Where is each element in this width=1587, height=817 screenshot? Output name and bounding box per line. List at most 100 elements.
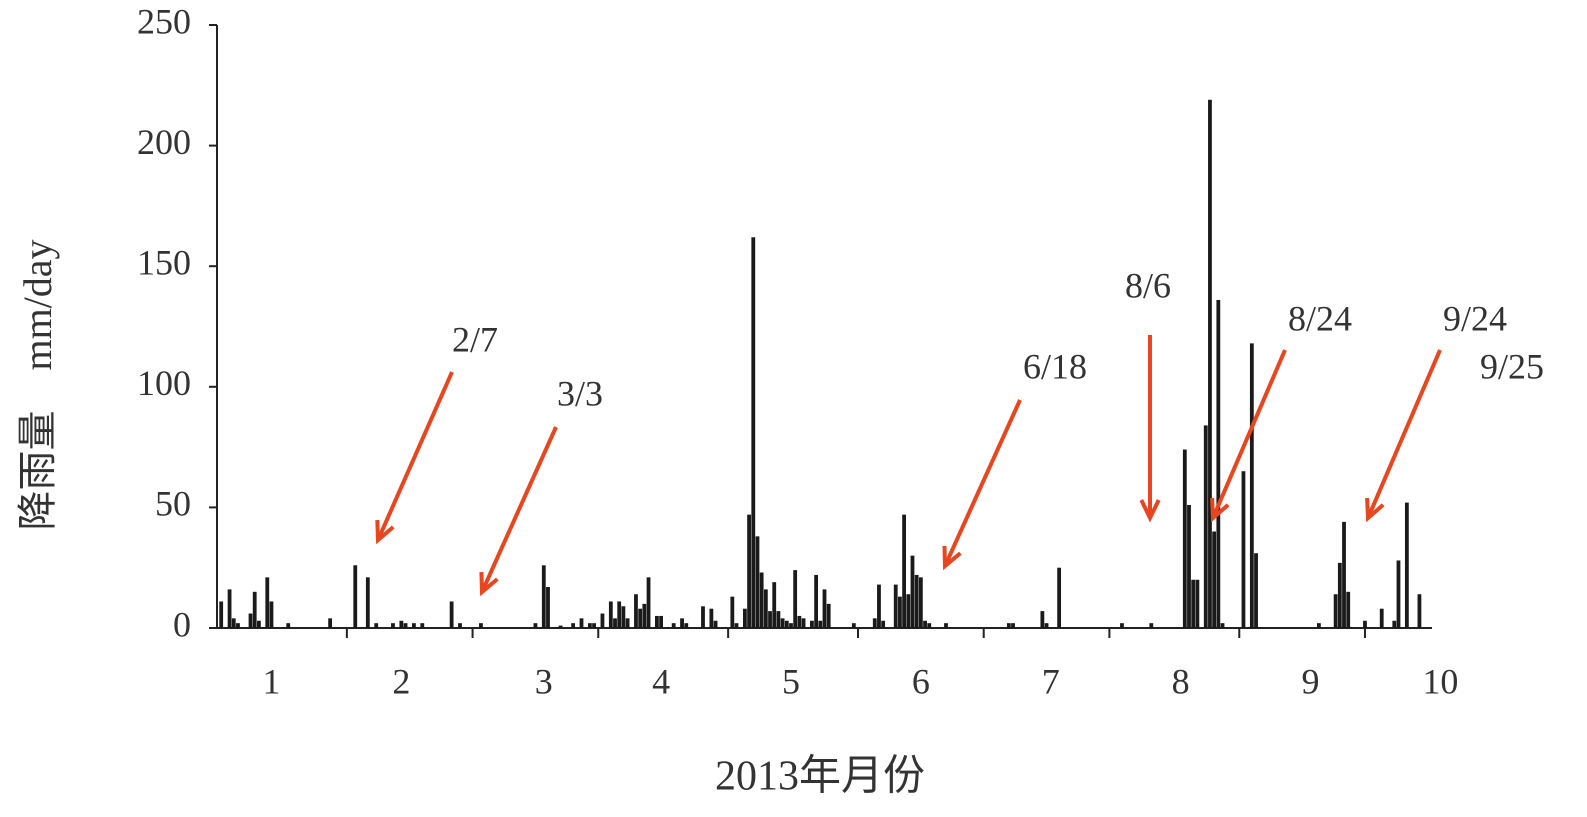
bar [730,596,735,628]
bar [826,603,831,628]
bar [1249,343,1254,628]
bar [412,623,416,628]
bar [768,611,772,628]
bar [227,589,232,628]
annotation: 8/24 [1288,298,1352,338]
bar [1191,579,1196,628]
bar [927,623,932,628]
bar [1040,611,1045,628]
bar [328,618,333,628]
bar [1203,425,1208,628]
bar [458,623,462,628]
x-tick-label: 1 [262,661,280,701]
bar [1208,99,1212,629]
bar [252,591,257,628]
annotation-arrow [1211,349,1287,519]
bar [759,572,764,628]
bar [353,565,358,628]
bar [286,623,291,628]
bar [1044,623,1049,628]
bar [374,623,379,628]
bar [1212,531,1217,628]
bar [772,582,777,628]
bar [546,586,550,628]
bar [391,623,395,628]
bar [851,623,856,628]
x-tick-label: 7 [1042,661,1060,701]
bar [1337,562,1342,628]
bar [617,601,622,628]
bar [1216,299,1221,628]
annotation-arrow [376,371,454,541]
bar [747,514,751,628]
bar [571,623,576,628]
bar [918,577,923,628]
bar [613,618,617,628]
bar [600,613,605,628]
x-tick-label: 8 [1172,661,1190,701]
y-tick-label: 250 [137,1,191,41]
bar [734,623,739,628]
bar [1379,608,1384,628]
x-tick-label: 5 [782,661,800,701]
bar [893,584,898,628]
bar [1187,504,1191,628]
y-axis-label: 降雨量 mm/day [15,239,60,530]
bar [558,625,563,628]
bar [822,589,827,628]
bar [219,601,224,628]
bar [789,623,793,628]
bar [881,620,886,628]
bar [579,618,584,628]
annotation-arrowhead [1210,497,1230,523]
bar [709,608,714,628]
bar [248,613,253,628]
bar [944,623,948,628]
bar [1011,623,1015,628]
bar [713,620,718,628]
bar [1417,594,1422,628]
annotation: 3/3 [557,373,603,413]
bar [1006,623,1011,628]
bar [910,555,915,628]
bar [231,618,236,628]
bar [479,623,483,628]
bar [810,620,814,628]
bar [776,611,781,628]
y-tick-label: 200 [137,122,191,162]
annotation-arrowhead [479,571,499,597]
bar [420,623,425,628]
bar [608,601,613,628]
bar [814,574,819,628]
bar [265,577,270,628]
bar [684,623,689,628]
x-axis-label: 2013年月份 [715,753,925,800]
bar [1396,560,1401,628]
bar [877,584,881,628]
bar [872,618,877,628]
bar [399,620,404,628]
x-tick-label: 9 [1302,661,1320,701]
bar [236,623,240,628]
bar [1392,620,1397,628]
bar [1220,623,1225,628]
bar [1254,553,1258,628]
bar [621,606,626,628]
bar [793,570,798,628]
x-tick-label: 2 [392,661,410,701]
bar [269,601,274,628]
bar [906,594,911,628]
y-tick-label: 50 [155,484,191,524]
bar [1241,471,1246,628]
bar [898,596,902,628]
x-tick-label: 3 [535,661,553,701]
bar [701,606,705,628]
annotation: 8/6 [1125,265,1171,305]
x-tick-label: 4 [652,661,670,701]
bar [646,577,651,628]
bar [638,608,643,628]
bar [801,618,806,628]
bar [655,615,659,628]
bar [784,620,789,628]
annotation: 6/18 [1023,346,1087,386]
